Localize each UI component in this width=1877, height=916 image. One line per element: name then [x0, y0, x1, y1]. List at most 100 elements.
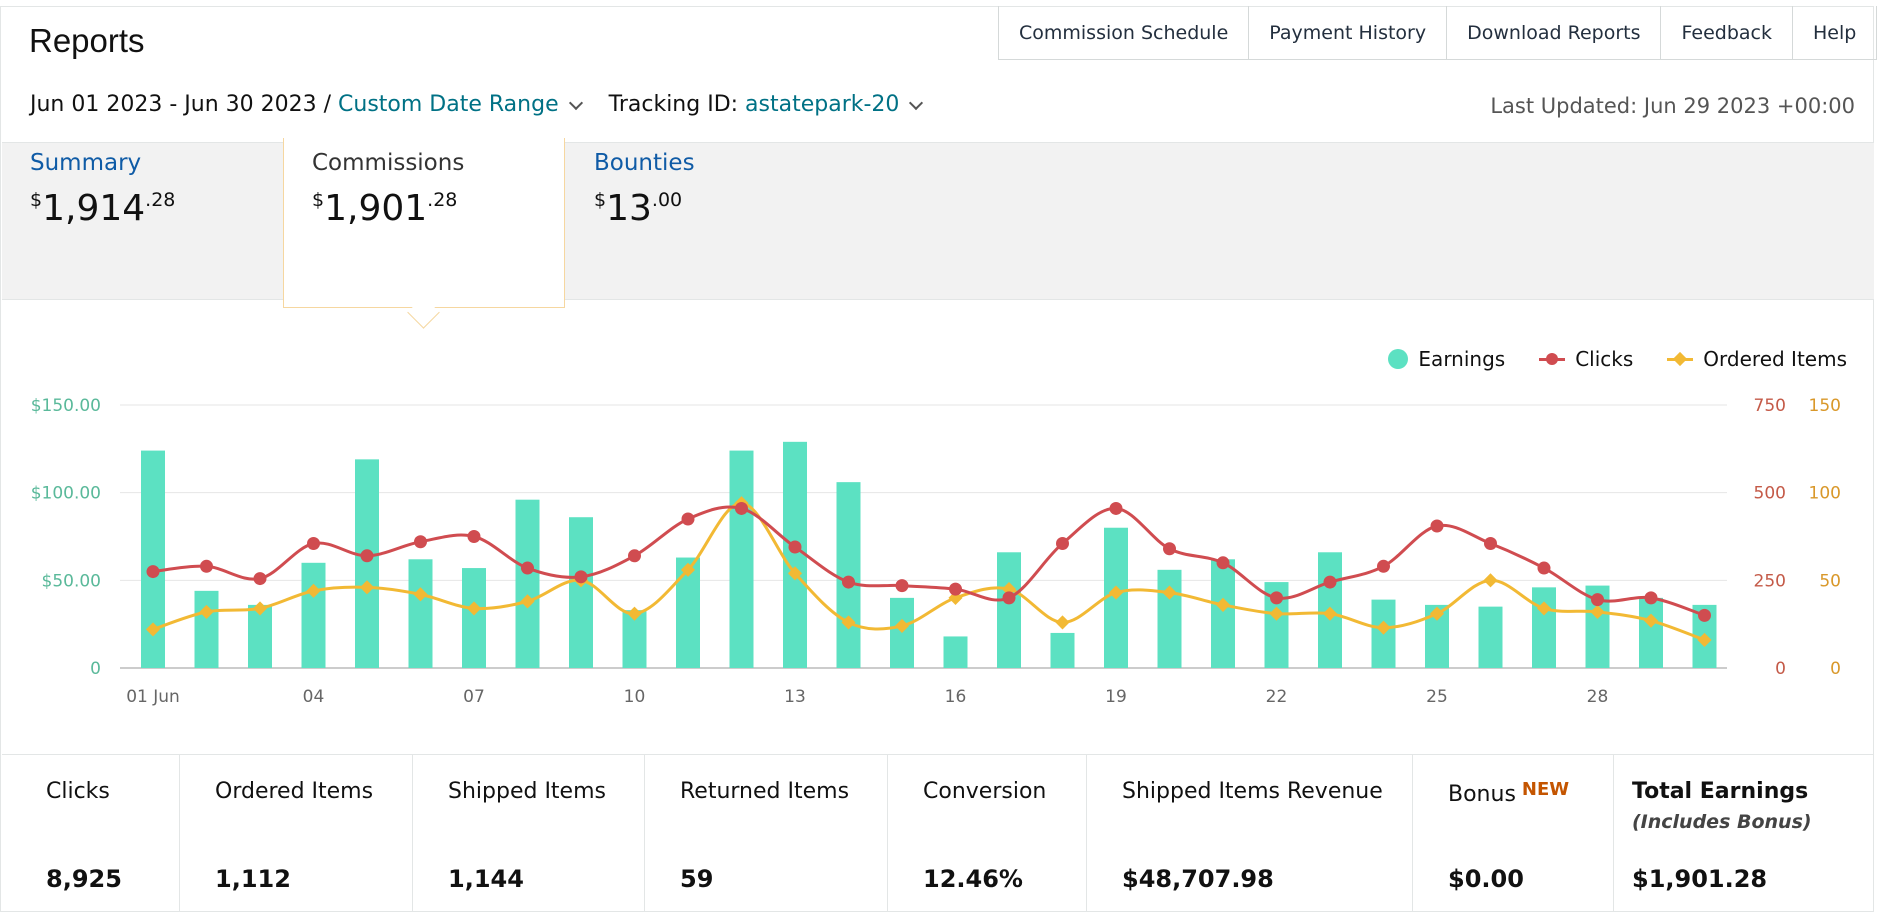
clicks-point	[788, 540, 802, 554]
clicks-point	[628, 549, 641, 563]
earnings-bar	[783, 441, 807, 668]
ordered-items-point	[466, 601, 482, 616]
tracking-id-label: Tracking ID:	[608, 92, 739, 117]
clicks-point	[1216, 556, 1230, 570]
nav-help[interactable]: Help	[1791, 6, 1876, 59]
stat-value: 12.46%	[923, 865, 1023, 893]
stat-label: Clicks	[46, 779, 110, 804]
ordered-items-point	[306, 583, 321, 598]
ordered-items-point	[1643, 613, 1659, 628]
ordered-items-point	[1162, 585, 1177, 600]
tab-summary-amount: $1,914.28	[30, 188, 176, 229]
ordered-items-point	[1215, 597, 1231, 612]
x-axis-tick: 22	[1266, 687, 1288, 707]
right-axis-clicks-tick: 500	[1754, 484, 1786, 504]
left-axis-tick: $100.00	[31, 484, 101, 504]
clicks-point	[1056, 537, 1069, 551]
tab-summary-label[interactable]: Summary	[30, 150, 142, 176]
earnings-chart: 0 $50.00 $100.00 $150.00 0 250 500 750 0 50 100 150…	[31, 396, 1841, 707]
clicks-point	[949, 582, 962, 596]
legend-ordered-items[interactable]: Ordered Items	[1667, 347, 1847, 371]
ordered-items-point	[1590, 604, 1605, 619]
nav-download-reports[interactable]: Download Reports	[1446, 6, 1660, 59]
left-axis-tick: $150.00	[31, 396, 101, 416]
clicks-point	[1430, 519, 1444, 533]
stat-label: Shipped Items	[448, 779, 606, 804]
ordered-items-point	[627, 606, 642, 621]
stat-returned-items: Returned Items 59	[644, 755, 887, 912]
x-axis-tick: 07	[463, 687, 485, 707]
ordered-items-legend-marker-icon	[1667, 349, 1694, 369]
earnings-bar	[355, 459, 379, 668]
right-axis-clicks-tick: 0	[1775, 659, 1786, 679]
right-axis-items-tick: 0	[1830, 659, 1841, 679]
earnings-bar	[301, 562, 326, 668]
clicks-point	[1109, 501, 1123, 515]
right-axis-items-tick: 100	[1809, 484, 1841, 504]
clicks-point	[414, 535, 427, 549]
report-frame	[0, 6, 1874, 912]
stat-value: $1,901.28	[1632, 865, 1768, 893]
tracking-id-dropdown[interactable]: astatepark-20	[745, 92, 900, 117]
right-axis-clicks-tick: 750	[1754, 396, 1786, 416]
ordered-items-point	[359, 580, 375, 595]
earnings-bar	[194, 590, 219, 668]
ordered-items-point	[894, 618, 910, 633]
ordered-items-line	[152, 501, 1706, 642]
stat-shipped-items-revenue: Shipped Items Revenue $48,707.98	[1086, 755, 1412, 912]
ordered-items-point	[841, 615, 856, 630]
stat-ordered-items: Ordered Items 1,112	[179, 755, 412, 912]
chevron-down-icon[interactable]	[568, 95, 583, 110]
earnings-bar	[1157, 569, 1182, 668]
clicks-point	[146, 565, 160, 579]
stat-conversion: Conversion 12.46%	[887, 755, 1086, 912]
stat-label: Ordered Items	[215, 779, 374, 804]
clicks-point	[1270, 591, 1283, 605]
chart-legend: Earnings Clicks Ordered Items	[1354, 347, 1847, 371]
stat-value: 1,144	[448, 865, 524, 893]
tab-commissions-amount: $1,901.28	[312, 188, 458, 229]
earnings-bar	[462, 568, 486, 668]
tab-bounties-label[interactable]: Bounties	[594, 150, 695, 176]
nav-payment-history[interactable]: Payment History	[1248, 6, 1446, 59]
clicks-line	[152, 505, 1705, 617]
ordered-items-point	[1322, 606, 1338, 621]
stat-bonus: Bonus NEW $0.00	[1412, 755, 1613, 912]
earnings-legend-dot-icon	[1388, 349, 1409, 369]
clicks-point	[895, 579, 909, 593]
clicks-point	[1323, 575, 1337, 589]
tab-commissions[interactable]: Commissions $1,901.28	[312, 150, 464, 229]
clicks-point	[1163, 542, 1176, 556]
last-updated: Last Updated: Jun 29 2023 +00:00	[1490, 94, 1855, 118]
chevron-down-icon[interactable]	[909, 95, 924, 110]
ordered-items-point	[252, 601, 268, 616]
ordered-items-point	[1429, 606, 1445, 621]
x-axis-tick: 16	[945, 687, 967, 707]
clicks-point	[1002, 591, 1016, 605]
earnings-bar	[1532, 587, 1556, 668]
right-axis-items-tick: 50	[1819, 571, 1841, 591]
earnings-bar	[729, 450, 754, 668]
tab-bounties[interactable]: Bounties $13.00	[594, 150, 695, 229]
date-range-text: Jun 01 2023 - Jun 30 2023 /	[30, 92, 332, 117]
tab-commissions-label[interactable]: Commissions	[312, 150, 465, 176]
nav-feedback[interactable]: Feedback	[1660, 6, 1791, 59]
clicks-point	[200, 559, 213, 573]
stat-value: $0.00	[1448, 865, 1524, 893]
legend-clicks[interactable]: Clicks	[1539, 347, 1633, 371]
clicks-point	[574, 570, 588, 584]
clicks-point	[360, 549, 374, 563]
nav-commission-schedule[interactable]: Commission Schedule	[1019, 21, 1229, 44]
ordered-items-point	[413, 587, 428, 602]
ordered-items-point	[680, 562, 696, 577]
legend-earnings[interactable]: Earnings	[1388, 347, 1505, 371]
ordered-items-point	[1108, 585, 1124, 600]
top-nav: Commission Schedule Payment History Down…	[998, 6, 1877, 60]
earnings-bar	[997, 552, 1021, 668]
ordered-items-point	[199, 604, 214, 619]
earnings-bar	[569, 517, 593, 668]
x-axis-tick: 04	[303, 687, 325, 707]
custom-date-range-dropdown[interactable]: Custom Date Range	[338, 92, 559, 117]
earnings-bar	[1478, 606, 1503, 668]
tab-summary[interactable]: Summary $1,914.28	[30, 150, 175, 229]
